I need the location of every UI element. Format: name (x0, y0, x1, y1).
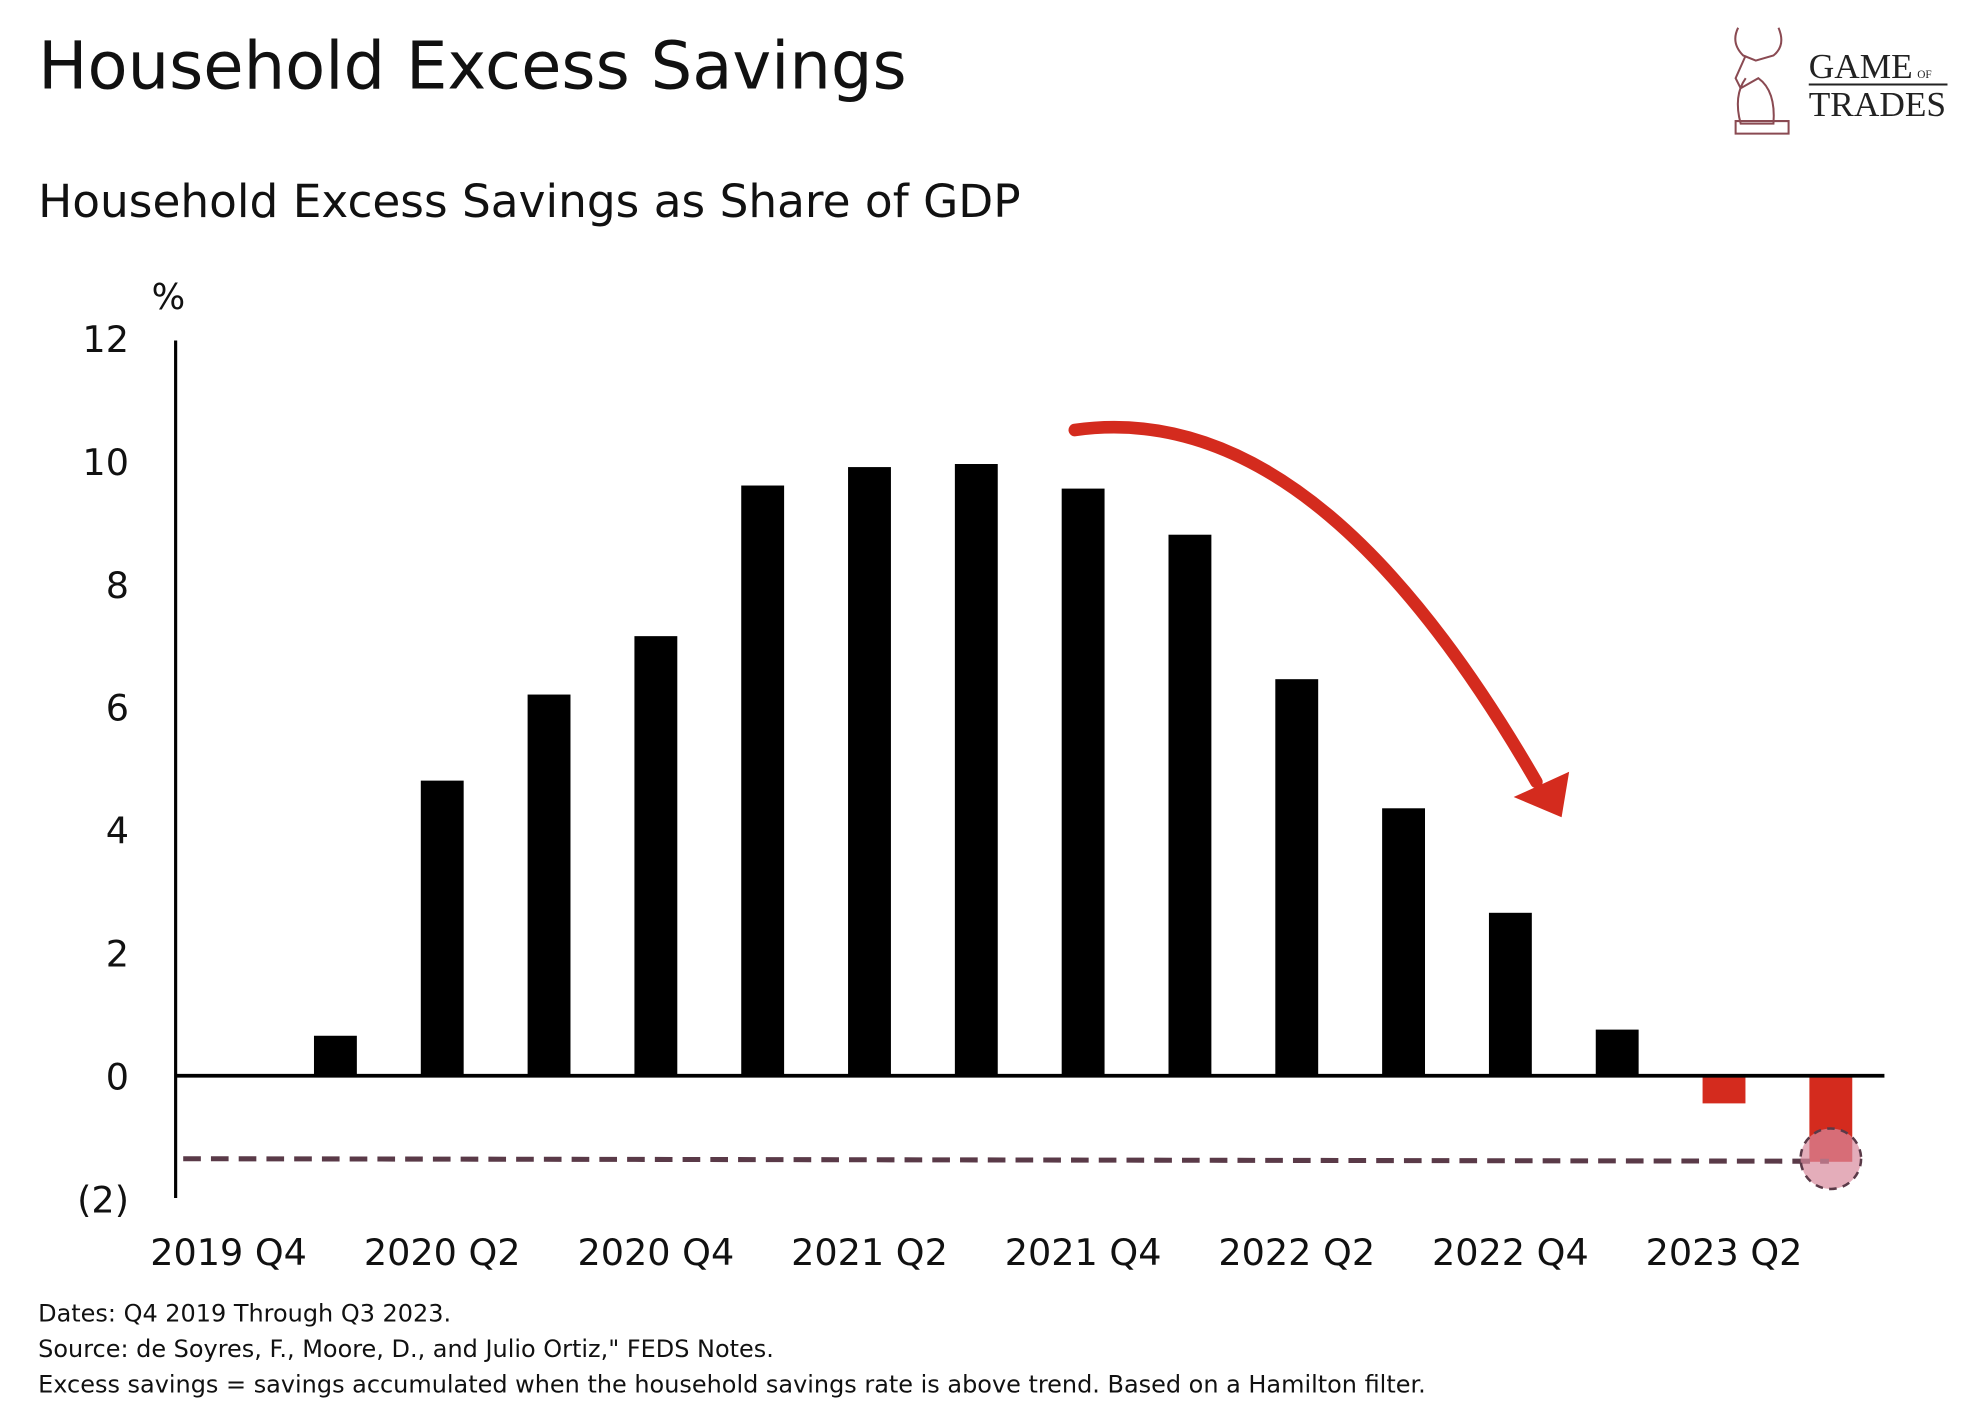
x-tick-label: 2023 Q2 (1646, 1231, 1803, 1274)
x-tick-label: 2019 Q4 (150, 1231, 307, 1274)
x-tick-label: 2021 Q4 (1005, 1231, 1162, 1274)
svg-text:OF: OF (1917, 69, 1931, 81)
y-tick-label: 10 (82, 441, 129, 484)
bar-2020-Q3 (527, 694, 571, 1076)
y-tick-label: 6 (106, 687, 129, 730)
bar-2023-Q1 (1595, 1029, 1639, 1076)
y-tick-label: 2 (106, 933, 129, 976)
y-tick-label: (2) (77, 1179, 129, 1222)
x-tick-label: 2022 Q4 (1432, 1231, 1589, 1274)
bull-knight-icon (1734, 27, 1790, 135)
y-tick-label: 8 (106, 564, 129, 607)
x-tick-label: 2020 Q4 (578, 1231, 735, 1274)
trend-arrow (1068, 420, 1570, 818)
bar-2022-Q1 (1168, 534, 1212, 1076)
bar-2021-Q4 (1061, 488, 1105, 1076)
reference-dashed-line (183, 1156, 1829, 1164)
bar-2022-Q4 (1488, 912, 1532, 1076)
bar-2022-Q2 (1275, 679, 1319, 1076)
page-title: Household Excess Savings (38, 28, 907, 104)
x-tick-label: 2020 Q2 (364, 1231, 521, 1274)
bar-2021-Q3 (954, 464, 998, 1076)
bar-2020-Q2 (420, 780, 464, 1076)
y-axis-unit: % (152, 277, 186, 318)
x-tick-label: 2021 Q2 (791, 1231, 948, 1274)
bar-2021-Q1 (741, 485, 785, 1076)
highlight-circle (1799, 1127, 1863, 1191)
svg-text:Dates: Q4 2019 Through Q3 2023: Dates: Q4 2019 Through Q3 2023. (38, 1300, 451, 1328)
y-tick-label: 0 (106, 1056, 129, 1099)
chart-title: Household Excess Savings as Share of GDP (38, 175, 1020, 228)
bar-2023-Q2 (1702, 1075, 1746, 1104)
svg-text:Excess savings = savings accum: Excess savings = savings accumulated whe… (38, 1370, 1426, 1398)
svg-text:TRADES: TRADES (1809, 85, 1946, 124)
bar-2020-Q4 (634, 636, 678, 1076)
y-tick-label: 4 (106, 810, 129, 853)
svg-text:GAME: GAME (1809, 47, 1913, 86)
bar-2020-Q1 (313, 1035, 357, 1076)
y-tick-label: 12 (82, 318, 129, 361)
bar-2022-Q3 (1382, 808, 1426, 1076)
logo: GAME OF TRADES (1734, 27, 1948, 135)
svg-text:Source: de Soyres, F., Moore,: Source: de Soyres, F., Moore, D., and Ju… (38, 1335, 774, 1363)
x-tick-label: 2022 Q2 (1218, 1231, 1375, 1274)
bar-2021-Q2 (848, 467, 891, 1076)
footnotes: Dates: Q4 2019 Through Q3 2023. Source: … (38, 1300, 1426, 1399)
